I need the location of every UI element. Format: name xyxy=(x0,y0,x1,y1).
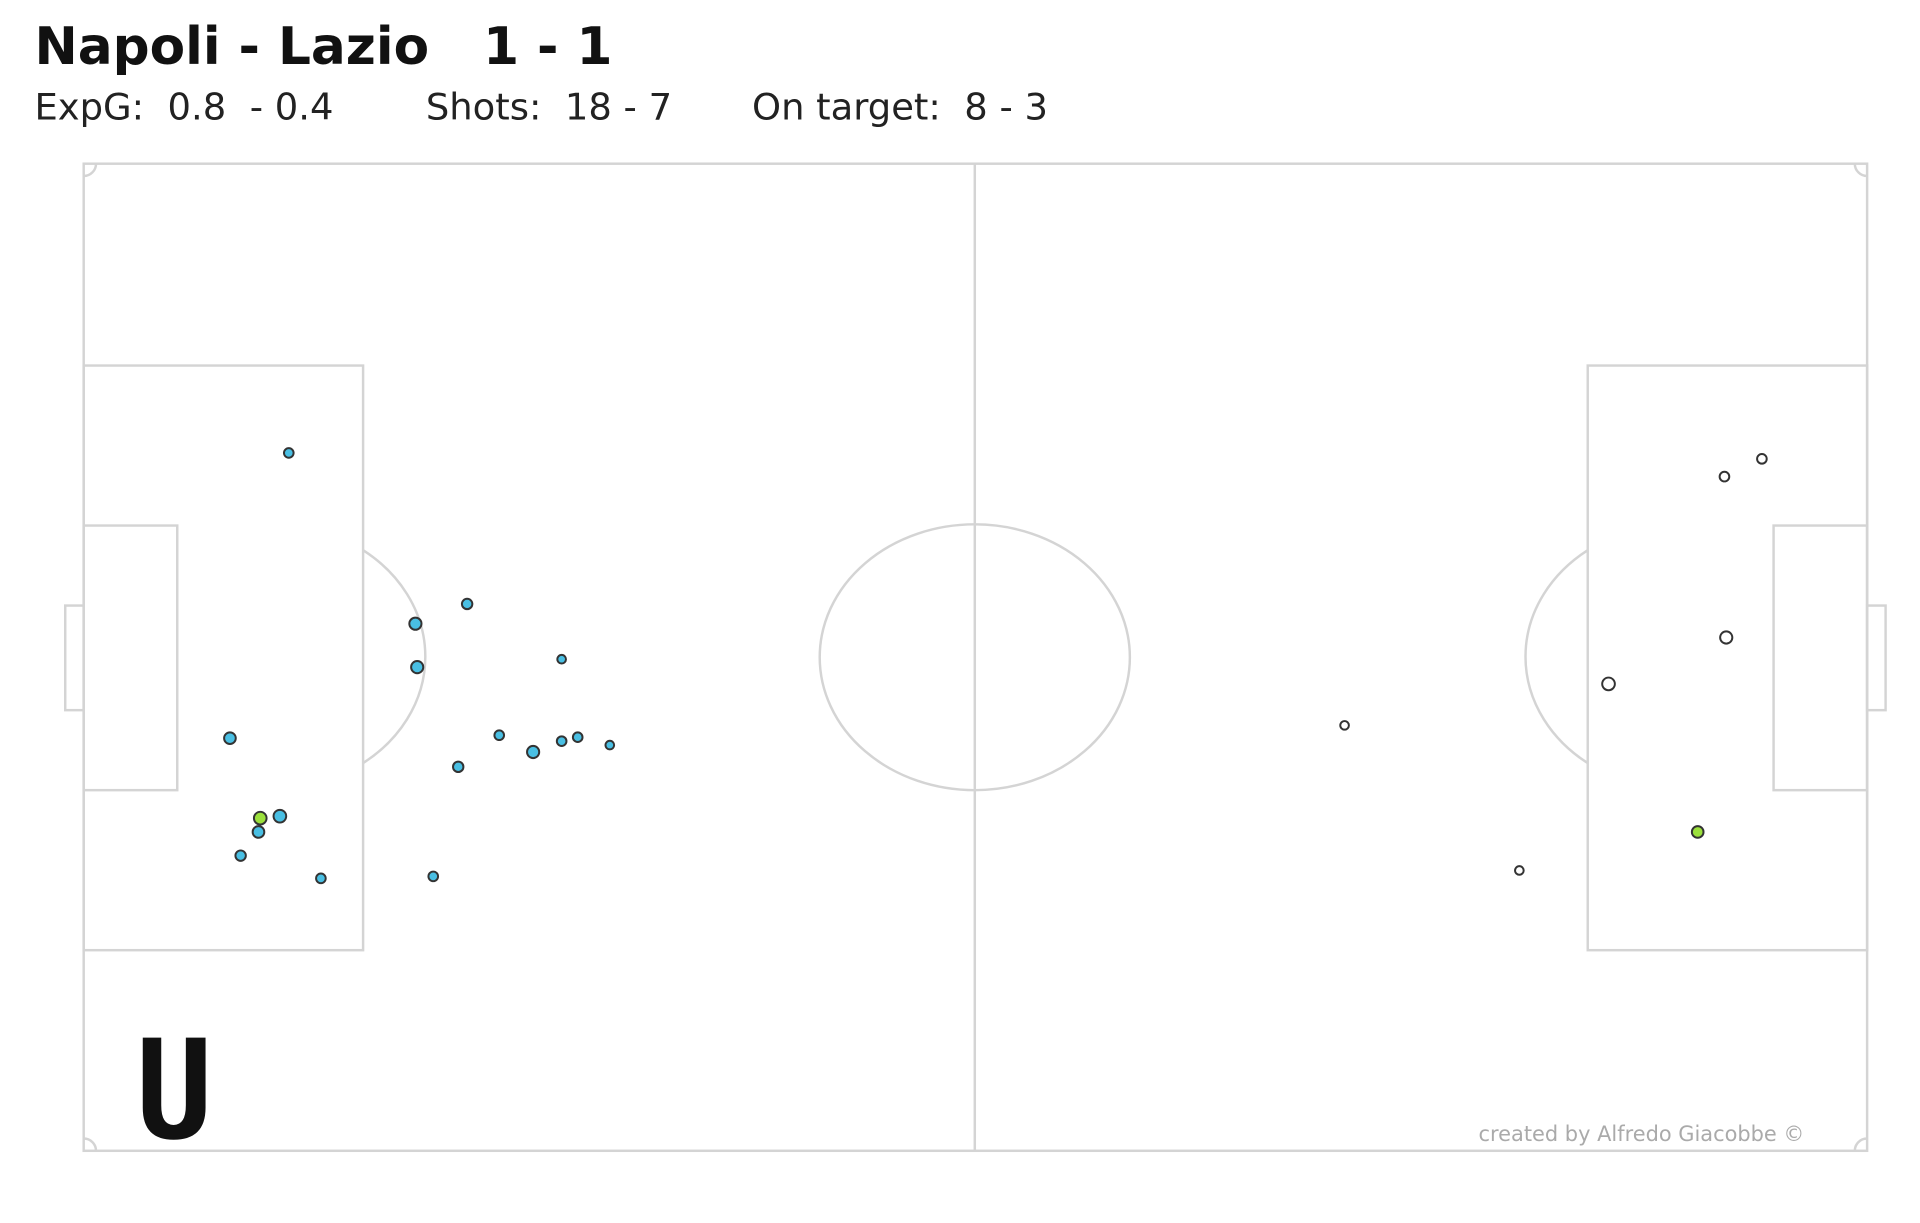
stat-label: Shots: 18 - 7 xyxy=(426,85,672,128)
shot xyxy=(234,849,247,862)
shot xyxy=(408,616,423,631)
shot xyxy=(604,739,616,751)
shot xyxy=(1718,470,1731,483)
shot xyxy=(556,653,567,665)
shot xyxy=(1514,865,1525,876)
shot xyxy=(1756,453,1768,465)
shot xyxy=(460,597,474,611)
stat-label: On target: 8 - 3 xyxy=(752,85,1048,128)
shot xyxy=(252,810,268,826)
plot: Napoli - Lazio 1 - 1 ExpG: 0.8 - 0.4 Sho… xyxy=(34,17,1887,1153)
logo xyxy=(142,1037,206,1140)
chart-title: Napoli - Lazio 1 - 1 xyxy=(34,17,612,77)
shot xyxy=(282,447,295,459)
shot xyxy=(1339,720,1350,731)
credit: created by Alfredo Giacobbe © xyxy=(1479,1122,1805,1146)
shot xyxy=(526,744,541,760)
shot xyxy=(1719,630,1734,645)
stat-label: ExpG: 0.8 - 0.4 xyxy=(34,85,333,128)
shot xyxy=(272,808,288,824)
shot xyxy=(1601,676,1616,692)
shot xyxy=(315,872,327,885)
pitch xyxy=(64,162,1887,1153)
shot xyxy=(223,731,237,746)
shot xyxy=(571,731,584,744)
shot xyxy=(251,825,266,839)
shot xyxy=(1690,825,1705,839)
shot xyxy=(427,870,440,883)
shot xyxy=(493,729,506,742)
shot xyxy=(452,760,465,774)
shot xyxy=(410,660,425,675)
shot xyxy=(555,735,568,747)
